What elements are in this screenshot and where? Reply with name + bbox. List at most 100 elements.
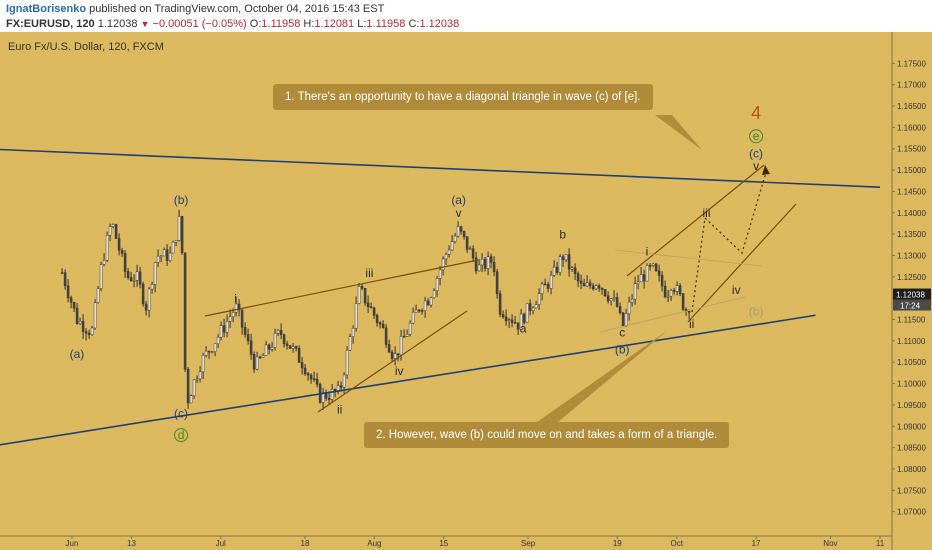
price-tag-label: 1.12038 — [896, 291, 925, 300]
candle-body — [120, 250, 124, 254]
symbol-label: FX:EURUSD, 120 — [6, 18, 95, 30]
wave-label: i — [646, 244, 649, 258]
wave-label: (a) — [451, 193, 466, 207]
candle-body — [519, 313, 523, 330]
candle-body — [312, 378, 316, 381]
candle-body — [96, 288, 100, 303]
candle-body — [663, 285, 667, 298]
candle-body — [78, 321, 82, 324]
candle-body — [642, 274, 646, 282]
candle-body — [651, 263, 655, 266]
candle-body — [588, 282, 592, 287]
price-tick-label: 1.14500 — [897, 187, 926, 196]
open-label: O: — [249, 18, 262, 30]
price-tick-label: 1.07000 — [897, 508, 926, 517]
candle-body — [390, 351, 394, 359]
candle-body — [360, 286, 364, 289]
candle-body — [180, 216, 184, 254]
candle-body — [510, 319, 514, 323]
candle-body — [159, 255, 163, 258]
price-axis[interactable]: 1.17500 1.17000 1.16500 1.16000 1.15500 1.150… — [891, 32, 932, 550]
candle-body — [450, 241, 454, 251]
candle-body — [189, 395, 193, 404]
wave-label: (a) — [70, 347, 85, 361]
candle-body — [123, 253, 127, 272]
price-tick-label: 1.11000 — [897, 337, 926, 346]
candle-body — [621, 312, 625, 326]
candle-body — [198, 371, 202, 380]
price-chart[interactable]: (a)(b)(c)diiiiiiiv(a)vabic(b)iiiiiivv(c)… — [0, 32, 932, 550]
candle-body — [285, 343, 289, 346]
price-tick-label: 1.13500 — [897, 230, 926, 239]
time-tick-label: Nov — [823, 539, 837, 548]
price-tick-label: 1.07500 — [897, 486, 926, 495]
candle-body — [384, 327, 388, 345]
time-tick-label: 17 — [752, 539, 761, 548]
candle-body — [321, 392, 325, 403]
wave-circle — [174, 428, 189, 443]
channel-line — [626, 164, 765, 277]
wave-label: c — [619, 326, 625, 340]
candle-body — [345, 349, 349, 376]
wave-label: (b) — [749, 304, 764, 318]
candle-body — [432, 290, 436, 299]
candle-body — [378, 322, 382, 325]
candle-body — [648, 265, 652, 267]
candle-body — [405, 333, 409, 337]
candle-body — [492, 262, 496, 272]
candle-body — [504, 316, 508, 322]
candle-body — [540, 283, 544, 294]
candle-body — [666, 295, 670, 298]
candle-body — [429, 297, 433, 306]
candle-body — [156, 255, 160, 263]
candle-body — [549, 274, 553, 289]
candle-body — [102, 259, 106, 265]
wave-label: iii — [703, 206, 711, 220]
price-tick-label: 1.16000 — [897, 123, 926, 132]
annotations — [204, 115, 797, 427]
price-tick-label: 1.12500 — [897, 273, 926, 282]
candle-body — [474, 257, 478, 272]
candle-body — [204, 350, 208, 356]
channel-line — [317, 310, 468, 413]
candle-body — [570, 267, 574, 270]
candle-body — [258, 356, 262, 359]
candle-body — [465, 236, 469, 250]
candle-body — [573, 267, 577, 274]
candle-body — [552, 266, 556, 276]
author-name[interactable]: IgnatBorisenko — [6, 3, 87, 15]
wave-label: ii — [689, 317, 694, 331]
time-axis[interactable]: Jun 13 Jul 18 Aug 15 Sep 19 Oct 17 Nov 11 — [0, 535, 892, 548]
time-tick-label: 18 — [301, 539, 310, 548]
candle-body — [87, 332, 91, 335]
candle-body — [174, 240, 178, 243]
channel-line — [687, 203, 797, 323]
candle-body — [654, 263, 658, 272]
candle-body — [261, 355, 265, 358]
wave-label: (c) — [174, 407, 188, 421]
candle-body — [516, 322, 520, 330]
candle-body — [171, 241, 175, 254]
price-tick-label: 1.09000 — [897, 422, 926, 431]
candle-body — [444, 254, 448, 260]
candle-body — [129, 277, 133, 282]
wave-label: v — [456, 206, 462, 220]
triangle-guide-line — [614, 249, 763, 267]
candle-body — [555, 266, 559, 273]
candle-body — [168, 252, 172, 261]
candle-body — [528, 303, 532, 311]
candle-body — [675, 285, 679, 292]
time-tag-label: 17:24 — [900, 302, 921, 311]
candle-body — [105, 235, 109, 261]
price-change: −0.00051 (−0.05%) — [152, 18, 247, 30]
triangle-guide-line — [599, 296, 746, 333]
candle-body — [513, 322, 517, 324]
candle-body — [507, 319, 511, 322]
candle-body — [393, 353, 397, 359]
candles — [60, 209, 691, 410]
low-value: 1.11958 — [366, 18, 406, 30]
candle-body — [195, 378, 199, 381]
down-arrow-icon: ▼ — [140, 19, 150, 29]
candle-body — [219, 325, 223, 338]
time-tick-label: Jun — [66, 539, 79, 548]
